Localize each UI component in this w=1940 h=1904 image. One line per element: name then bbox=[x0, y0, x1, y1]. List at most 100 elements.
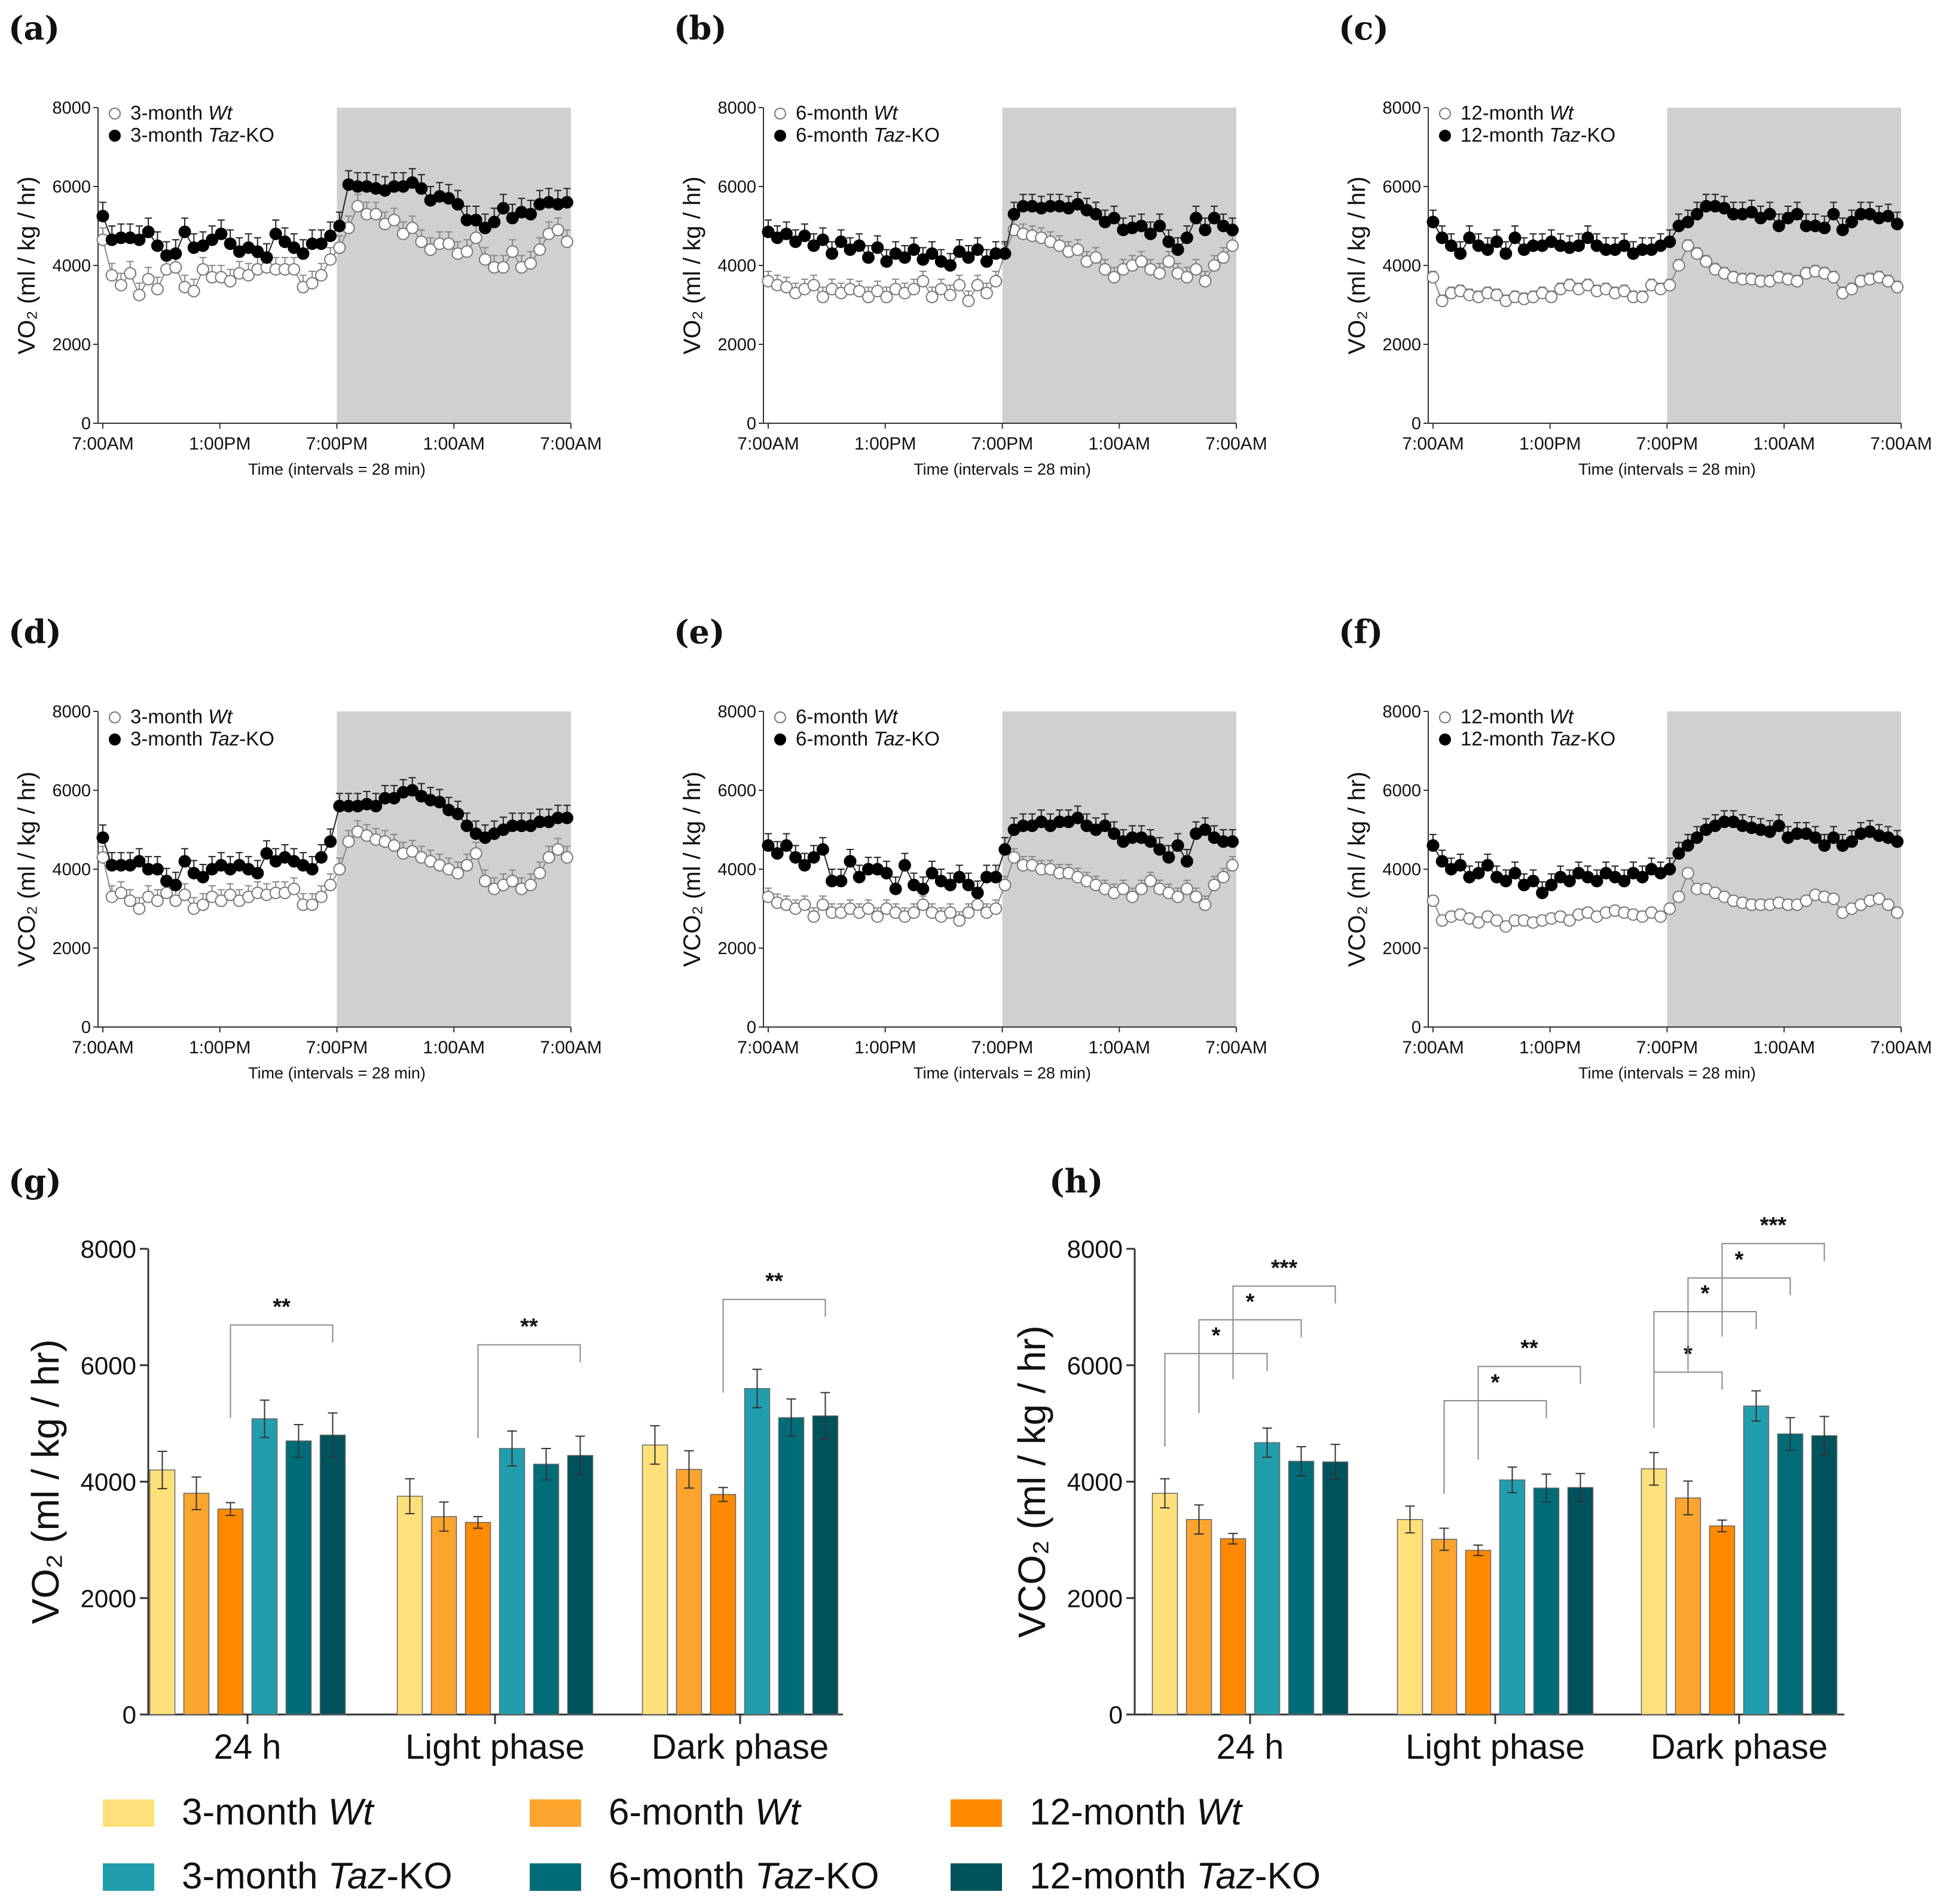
data-point-open bbox=[551, 224, 564, 237]
data-point-filled bbox=[224, 237, 237, 250]
data-point-open bbox=[133, 289, 146, 301]
bar bbox=[1186, 1519, 1212, 1715]
data-point-open bbox=[406, 221, 419, 234]
data-point-open bbox=[916, 898, 930, 911]
data-point-filled bbox=[944, 878, 957, 891]
data-point-filled bbox=[96, 831, 109, 844]
y-tick-label: 2000 bbox=[717, 335, 756, 354]
y-tick-label: 6000 bbox=[81, 1352, 136, 1380]
data-point-filled bbox=[1426, 839, 1440, 852]
data-point-open bbox=[962, 906, 975, 919]
data-point-filled bbox=[1490, 235, 1504, 248]
data-point-open bbox=[1672, 890, 1685, 903]
legend-marker bbox=[774, 734, 786, 745]
data-point-open bbox=[1845, 283, 1858, 296]
data-point-open bbox=[551, 843, 564, 856]
data-point-open bbox=[196, 898, 209, 911]
data-point-filled bbox=[1890, 835, 1904, 848]
category-label: Dark phase bbox=[652, 1728, 829, 1767]
data-point-open bbox=[1199, 274, 1212, 288]
data-point-filled bbox=[880, 867, 893, 880]
data-point-open bbox=[478, 875, 491, 888]
data-point-open bbox=[169, 261, 182, 274]
data-point-filled bbox=[260, 251, 273, 264]
x-tick-label: 7:00PM bbox=[971, 434, 1033, 454]
data-point-open bbox=[314, 269, 328, 282]
bar bbox=[710, 1494, 737, 1715]
data-point-open bbox=[1872, 893, 1886, 905]
data-point-open bbox=[780, 280, 793, 294]
y-tick-label: 8000 bbox=[52, 99, 91, 118]
category-label: Light phase bbox=[1406, 1728, 1585, 1767]
data-point-open bbox=[1071, 243, 1084, 256]
data-point-filled bbox=[560, 195, 573, 209]
significance-label: * bbox=[1212, 1323, 1221, 1348]
legend-marker bbox=[774, 108, 786, 120]
x-tick-label: 7:00AM bbox=[1205, 1038, 1267, 1058]
data-point-open bbox=[1089, 251, 1102, 264]
data-point-filled bbox=[1791, 207, 1804, 221]
y-tick-label: 6000 bbox=[717, 781, 756, 800]
legend-label: 12-month Taz-KO bbox=[1461, 124, 1615, 146]
data-point-open bbox=[288, 882, 301, 896]
x-tick-label: 7:00PM bbox=[1636, 434, 1698, 454]
data-point-filled bbox=[415, 182, 428, 195]
significance-label: ** bbox=[765, 1269, 783, 1294]
data-point-open bbox=[1217, 870, 1230, 884]
category-label: Light phase bbox=[405, 1728, 585, 1767]
data-point-open bbox=[396, 227, 410, 240]
data-point-filled bbox=[314, 237, 328, 250]
significance-label: * bbox=[1246, 1289, 1255, 1315]
data-point-filled bbox=[953, 870, 966, 884]
data-point-filled bbox=[1745, 206, 1758, 219]
data-point-open bbox=[560, 851, 573, 864]
data-point-filled bbox=[880, 255, 893, 268]
data-point-filled bbox=[314, 851, 328, 864]
data-point-filled bbox=[133, 233, 146, 246]
data-point-open bbox=[1217, 251, 1230, 264]
time-course-panel: (e) 0 2000 4000 6000 8000 7:00AM 1:00PM 7:00PM 1:… bbox=[674, 613, 1267, 1082]
y-tick-label: 2000 bbox=[52, 939, 91, 958]
significance-label: ** bbox=[520, 1315, 538, 1340]
significance-bracket bbox=[477, 1344, 581, 1438]
data-point-filled bbox=[762, 839, 775, 852]
data-point-filled bbox=[908, 243, 921, 256]
data-point-filled bbox=[560, 811, 573, 824]
significance-bracket bbox=[1198, 1319, 1302, 1413]
legend-label: 6-month Wt bbox=[796, 102, 899, 124]
data-point-open bbox=[944, 906, 957, 919]
data-point-filled bbox=[844, 855, 857, 868]
y-axis-title: VO₂ (ml / kg / hr) bbox=[679, 176, 705, 354]
data-point-filled bbox=[433, 796, 446, 809]
data-point-open bbox=[908, 283, 921, 296]
y-tick-label: 6000 bbox=[1382, 781, 1421, 800]
legend-swatch bbox=[530, 1799, 581, 1827]
y-tick-label: 0 bbox=[1109, 1701, 1123, 1729]
bar bbox=[1709, 1525, 1736, 1715]
data-point-filled bbox=[451, 198, 465, 211]
data-point-open bbox=[1053, 239, 1066, 252]
legend-marker bbox=[774, 130, 786, 142]
data-point-open bbox=[1654, 910, 1667, 923]
data-point-open bbox=[1890, 280, 1904, 294]
y-tick-label: 8000 bbox=[717, 702, 756, 722]
bar bbox=[812, 1415, 839, 1715]
data-point-filled bbox=[1153, 843, 1166, 856]
legend-swatch bbox=[951, 1863, 1002, 1891]
y-tick-label: 8000 bbox=[52, 702, 91, 722]
bar bbox=[217, 1508, 244, 1715]
data-point-open bbox=[224, 888, 237, 901]
data-point-open bbox=[1190, 890, 1203, 903]
y-tick-label: 8000 bbox=[81, 1235, 136, 1263]
y-axis-title: VO₂ (ml / kg / hr) bbox=[24, 1339, 67, 1624]
data-point-open bbox=[151, 283, 164, 296]
legend-label: 12-month Taz-KO bbox=[1461, 728, 1615, 750]
data-point-filled bbox=[807, 851, 820, 864]
data-point-filled bbox=[1153, 219, 1166, 233]
data-point-filled bbox=[1763, 825, 1776, 838]
data-point-filled bbox=[971, 243, 984, 256]
data-point-open bbox=[880, 291, 893, 304]
data-point-filled bbox=[1463, 231, 1476, 245]
data-point-filled bbox=[406, 784, 419, 797]
data-point-open bbox=[1126, 890, 1139, 903]
